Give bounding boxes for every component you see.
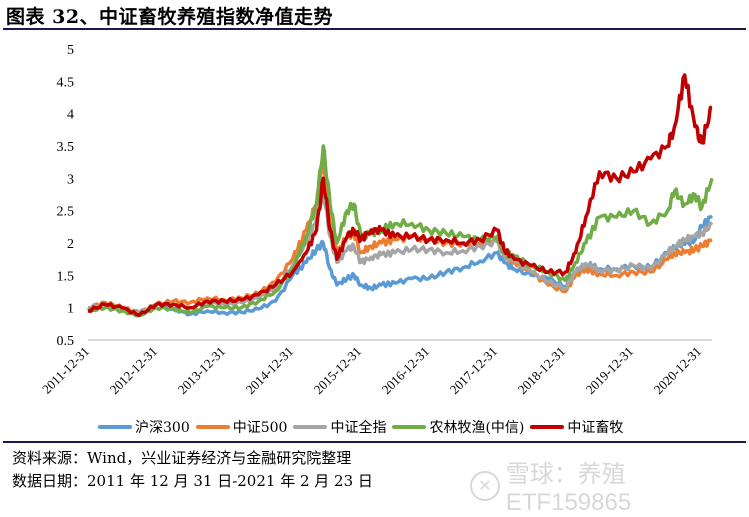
x-axis: 2011-12-31 2012-12-31 2013-12-31 2014-12-31… — [39, 339, 712, 398]
legend-label: 中证全指 — [330, 420, 387, 436]
footer-divider — [3, 441, 746, 443]
y-tick-label: 1.5 — [57, 269, 75, 284]
y-tick-label: 4 — [67, 108, 74, 123]
legend-label: 中证500 — [232, 420, 288, 436]
legend-label: 沪深300 — [135, 420, 190, 436]
series-line — [86, 144, 714, 318]
snowball-logo-icon: ✕ — [470, 470, 500, 501]
x-tick-label: 2014-12-31 — [243, 344, 297, 398]
x-tick-label: 2016-12-31 — [379, 344, 433, 398]
x-tick-label: 2017-12-31 — [447, 344, 501, 398]
series-line — [87, 73, 713, 318]
x-tick-label: 2020-12-31 — [651, 344, 705, 398]
y-tick-label: 4.5 — [57, 75, 75, 90]
plot-area — [86, 73, 714, 318]
watermark: ✕ 雪球：养殖ETF159865 — [470, 454, 749, 517]
x-tick-label: 2011-12-31 — [39, 344, 92, 397]
legend-item: 沪深300 — [98, 417, 190, 437]
x-tick-label: 2015-12-31 — [311, 344, 365, 398]
x-tick-label: 2019-12-31 — [583, 344, 637, 398]
data-date-note: 数据日期：2011 年 12 月 31 日-2021 年 2 月 23 日 — [12, 472, 373, 490]
legend-item: 中证畜牧 — [530, 417, 623, 437]
y-tick-label: 5 — [67, 43, 74, 58]
chart-legend: 沪深300 中证500 中证全指 农林牧渔(中信) 中证畜牧 — [98, 417, 629, 437]
line-chart: 0.5 1 1.5 2 2.5 3 3.5 4 4.5 5 2011-12-31 2012-12-3… — [39, 43, 714, 398]
legend-item: 中证全指 — [293, 417, 386, 437]
source-note: 资料来源：Wind，兴业证券经济与金融研究院整理 — [12, 449, 352, 467]
y-tick-label: 3 — [67, 172, 74, 187]
legend-swatch-icon — [392, 425, 427, 429]
legend-swatch-icon — [98, 425, 132, 429]
legend-label: 中证畜牧 — [567, 420, 624, 436]
x-tick-label: 2013-12-31 — [175, 344, 229, 398]
legend-item: 农林牧渔(中信) — [392, 417, 524, 437]
y-tick-label: 2.5 — [57, 205, 75, 220]
y-tick-label: 0.5 — [57, 334, 75, 349]
series-line — [87, 189, 714, 315]
legend-swatch-icon — [195, 425, 230, 429]
legend-item: 中证500 — [195, 417, 288, 437]
chart-title: 图表 32、中证畜牧养殖指数净值走势 — [6, 6, 334, 28]
y-tick-label: 1 — [67, 302, 74, 317]
legend-swatch-icon — [293, 425, 328, 429]
x-tick-label: 2012-12-31 — [107, 344, 161, 398]
y-axis: 0.5 1 1.5 2 2.5 3 3.5 4 4.5 5 — [57, 43, 75, 349]
x-tick-label: 2018-12-31 — [515, 344, 569, 398]
legend-swatch-icon — [530, 425, 565, 429]
legend-label: 农林牧渔(中信) — [429, 420, 525, 436]
title-divider — [3, 28, 746, 30]
y-tick-label: 3.5 — [57, 140, 75, 155]
y-tick-label: 2 — [67, 237, 74, 252]
watermark-text: 雪球：养殖ETF159865 — [505, 461, 632, 516]
